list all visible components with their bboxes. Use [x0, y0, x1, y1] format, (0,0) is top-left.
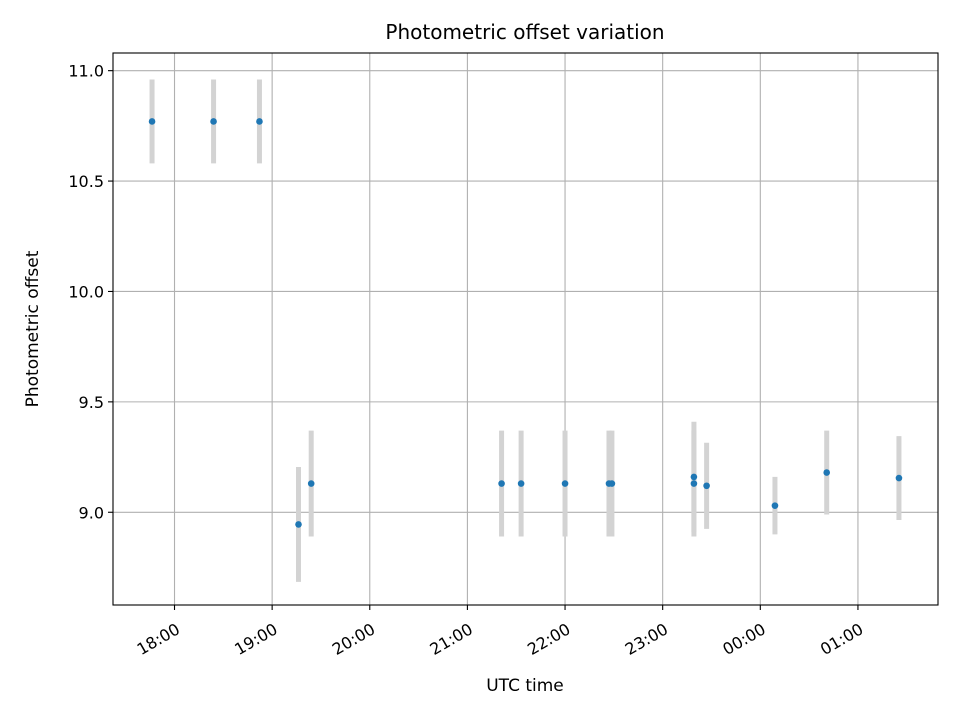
data-point — [256, 118, 263, 125]
y-tick-label: 10.0 — [68, 282, 104, 301]
x-tick-label: 00:00 — [719, 619, 768, 659]
x-tick-label: 22:00 — [524, 619, 573, 659]
x-tick-label: 19:00 — [231, 619, 280, 659]
x-tick-label: 20:00 — [329, 619, 378, 659]
data-point — [148, 118, 156, 125]
y-axis-label: Photometric offset — [23, 250, 43, 407]
data-point — [517, 480, 525, 487]
data-point — [771, 502, 779, 509]
x-tick-label: 23:00 — [622, 619, 671, 659]
error-bars — [149, 79, 902, 582]
chart-title: Photometric offset variation — [385, 20, 664, 44]
x-axis-label: UTC time — [486, 676, 564, 696]
data-point — [498, 480, 505, 487]
data-point — [895, 474, 903, 482]
data-point — [690, 480, 698, 487]
y-tick-label: 9.0 — [79, 503, 104, 522]
data-point — [295, 521, 302, 528]
data-point — [210, 118, 217, 125]
data-point — [307, 480, 315, 487]
data-point — [561, 480, 569, 487]
x-tick-label: 01:00 — [817, 619, 866, 659]
data-point — [608, 480, 616, 487]
data-point — [703, 482, 710, 490]
x-tick-label: 18:00 — [134, 619, 183, 659]
grid-lines — [113, 53, 938, 605]
y-tick-label: 11.0 — [68, 62, 104, 81]
data-point — [823, 469, 830, 476]
y-tick-label: 10.5 — [68, 172, 104, 191]
x-tick-label: 21:00 — [427, 619, 476, 659]
data-points — [148, 118, 903, 528]
plot-frame — [112, 52, 939, 606]
data-point — [690, 473, 698, 481]
y-tick-label: 9.5 — [79, 393, 104, 412]
